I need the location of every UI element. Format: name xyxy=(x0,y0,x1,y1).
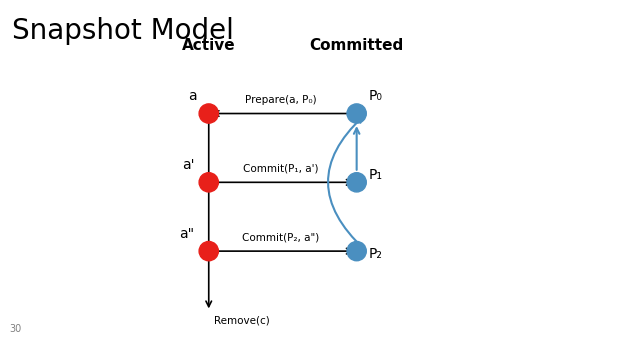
Circle shape xyxy=(199,173,218,192)
Text: Active: Active xyxy=(182,38,236,53)
Circle shape xyxy=(199,241,218,261)
Text: Committed: Committed xyxy=(310,38,404,53)
Circle shape xyxy=(347,173,366,192)
Text: Remove(c): Remove(c) xyxy=(214,316,270,326)
Text: P₂: P₂ xyxy=(369,247,383,261)
Circle shape xyxy=(347,104,366,123)
Text: a': a' xyxy=(182,158,194,172)
Text: Prepare(a, P₀): Prepare(a, P₀) xyxy=(245,95,317,105)
FancyArrowPatch shape xyxy=(328,117,364,249)
Text: P₀: P₀ xyxy=(369,89,383,103)
Text: P₁: P₁ xyxy=(369,168,383,182)
Text: Commit(P₁, a'): Commit(P₁, a') xyxy=(243,164,319,174)
Circle shape xyxy=(347,241,366,261)
Text: Commit(P₂, a"): Commit(P₂, a") xyxy=(242,233,320,243)
Circle shape xyxy=(199,104,218,123)
Text: 30: 30 xyxy=(9,324,22,334)
Text: Snapshot Model: Snapshot Model xyxy=(12,17,234,45)
Text: a: a xyxy=(188,89,197,103)
Text: a": a" xyxy=(179,227,194,241)
